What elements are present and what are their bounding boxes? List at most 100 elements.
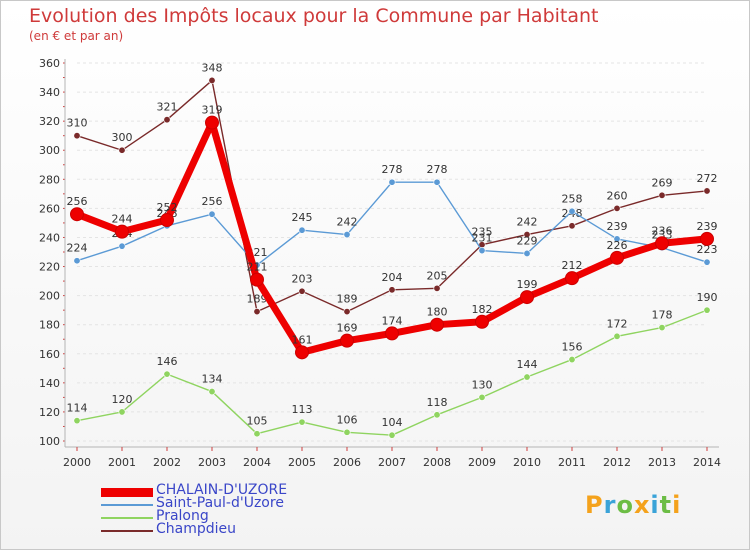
data-point-pralong bbox=[208, 388, 216, 396]
data-label-chalain-d-uzore: 180 bbox=[427, 306, 448, 319]
data-point-pralong bbox=[658, 324, 666, 332]
legend-label: Champdieu bbox=[156, 521, 237, 537]
data-label-pralong: 190 bbox=[697, 291, 718, 304]
data-point-chalain-d-uzore bbox=[475, 314, 489, 329]
data-point-pralong bbox=[253, 430, 261, 438]
data-point-pralong bbox=[298, 418, 306, 426]
data-point-pralong bbox=[613, 332, 621, 340]
data-label-saint-paul-d-uzore: 278 bbox=[427, 163, 448, 176]
data-label-chalain-d-uzore: 212 bbox=[562, 259, 583, 272]
x-tick-label: 2012 bbox=[603, 456, 631, 469]
data-point-chalain-d-uzore bbox=[160, 213, 174, 228]
data-label-chalain-d-uzore: 244 bbox=[112, 213, 133, 226]
data-point-pralong bbox=[523, 373, 531, 381]
data-point-champdieu bbox=[523, 231, 531, 239]
y-tick-label: 140 bbox=[39, 377, 60, 390]
data-label-chalain-d-uzore: 236 bbox=[652, 224, 673, 237]
legend-swatch bbox=[101, 517, 153, 519]
data-point-saint-paul-d-uzore bbox=[613, 235, 621, 243]
data-label-saint-paul-d-uzore: 278 bbox=[382, 163, 403, 176]
data-point-chalain-d-uzore bbox=[565, 271, 579, 286]
data-label-pralong: 178 bbox=[652, 309, 673, 322]
data-point-saint-paul-d-uzore bbox=[118, 242, 126, 250]
data-label-pralong: 172 bbox=[607, 317, 628, 330]
data-point-saint-paul-d-uzore bbox=[298, 226, 306, 234]
data-point-saint-paul-d-uzore bbox=[433, 178, 441, 186]
data-label-champdieu: 321 bbox=[157, 101, 178, 114]
data-point-chalain-d-uzore bbox=[295, 345, 309, 360]
data-point-champdieu bbox=[343, 308, 351, 316]
x-tick-label: 2007 bbox=[378, 456, 406, 469]
data-point-chalain-d-uzore bbox=[250, 272, 264, 287]
x-tick-label: 2008 bbox=[423, 456, 451, 469]
data-label-pralong: 113 bbox=[292, 403, 313, 416]
x-tick-label: 2013 bbox=[648, 456, 676, 469]
data-label-champdieu: 272 bbox=[697, 172, 718, 185]
data-label-champdieu: 204 bbox=[382, 271, 403, 284]
y-tick-label: 100 bbox=[39, 435, 60, 448]
data-label-champdieu: 189 bbox=[337, 293, 358, 306]
data-label-champdieu: 189 bbox=[247, 293, 268, 306]
data-label-chalain-d-uzore: 239 bbox=[697, 220, 718, 233]
data-point-champdieu bbox=[73, 132, 81, 140]
data-point-pralong bbox=[73, 417, 81, 425]
data-point-pralong bbox=[568, 356, 576, 364]
legend-swatch bbox=[101, 530, 153, 532]
data-point-pralong bbox=[118, 408, 126, 416]
data-point-saint-paul-d-uzore bbox=[208, 210, 216, 218]
x-tick-label: 2011 bbox=[558, 456, 586, 469]
data-point-saint-paul-d-uzore bbox=[703, 258, 711, 266]
data-point-chalain-d-uzore bbox=[520, 290, 534, 305]
x-tick-label: 2000 bbox=[63, 456, 91, 469]
data-label-chalain-d-uzore: 169 bbox=[337, 322, 358, 335]
legend-swatch bbox=[101, 488, 153, 497]
data-label-pralong: 156 bbox=[562, 341, 583, 354]
data-point-champdieu bbox=[298, 287, 306, 295]
data-label-saint-paul-d-uzore: 239 bbox=[607, 220, 628, 233]
data-point-champdieu bbox=[208, 76, 216, 84]
data-point-pralong bbox=[163, 370, 171, 378]
legend-swatch bbox=[101, 504, 153, 506]
data-label-pralong: 144 bbox=[517, 358, 538, 371]
y-tick-label: 200 bbox=[39, 290, 60, 303]
x-tick-label: 2004 bbox=[243, 456, 271, 469]
data-point-chalain-d-uzore bbox=[700, 231, 714, 246]
proxiti-logo: Proxiti bbox=[585, 491, 682, 519]
data-label-pralong: 105 bbox=[247, 415, 268, 428]
data-point-chalain-d-uzore bbox=[70, 207, 84, 222]
x-tick-label: 2014 bbox=[693, 456, 721, 469]
data-label-champdieu: 260 bbox=[607, 189, 628, 202]
data-label-champdieu: 205 bbox=[427, 269, 448, 282]
data-label-chalain-d-uzore: 161 bbox=[292, 333, 313, 346]
data-label-chalain-d-uzore: 319 bbox=[202, 104, 223, 117]
data-point-champdieu bbox=[163, 116, 171, 124]
data-point-saint-paul-d-uzore bbox=[478, 247, 486, 255]
data-point-champdieu bbox=[658, 191, 666, 199]
data-label-saint-paul-d-uzore: 223 bbox=[697, 243, 718, 256]
data-label-chalain-d-uzore: 199 bbox=[517, 278, 538, 291]
data-label-champdieu: 203 bbox=[292, 272, 313, 285]
data-label-pralong: 118 bbox=[427, 396, 448, 409]
data-label-saint-paul-d-uzore: 229 bbox=[517, 234, 538, 247]
legend-label: CHALAIN-D'UZORE bbox=[156, 482, 288, 498]
data-label-saint-paul-d-uzore: 233 bbox=[652, 229, 673, 242]
chart-subtitle: (en € et par an) bbox=[29, 29, 124, 43]
data-label-pralong: 120 bbox=[112, 393, 133, 406]
data-label-pralong: 130 bbox=[472, 378, 493, 391]
data-point-chalain-d-uzore bbox=[610, 250, 624, 265]
data-label-champdieu: 348 bbox=[202, 61, 223, 74]
data-label-pralong: 104 bbox=[382, 416, 403, 429]
data-point-champdieu bbox=[433, 284, 441, 292]
data-point-champdieu bbox=[613, 204, 621, 212]
y-tick-label: 220 bbox=[39, 261, 60, 274]
x-tick-label: 2003 bbox=[198, 456, 226, 469]
y-tick-label: 160 bbox=[39, 348, 60, 361]
data-point-saint-paul-d-uzore bbox=[73, 257, 81, 265]
chart-title: Evolution des Impôts locaux pour la Comm… bbox=[29, 5, 599, 27]
x-tick-label: 2005 bbox=[288, 456, 316, 469]
data-point-saint-paul-d-uzore bbox=[388, 178, 396, 186]
data-point-champdieu bbox=[703, 187, 711, 195]
data-point-pralong bbox=[433, 411, 441, 419]
data-label-saint-paul-d-uzore: 242 bbox=[337, 216, 358, 229]
